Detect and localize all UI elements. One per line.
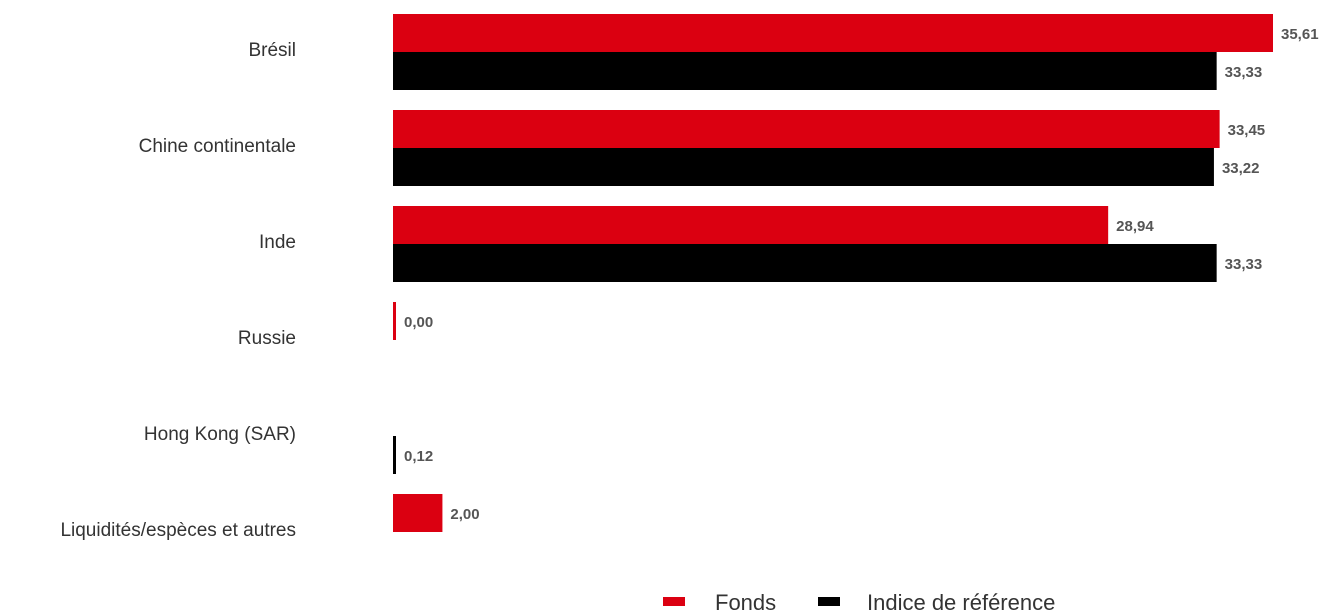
data-label: 0,00 [404, 314, 433, 331]
bar-fonds [393, 14, 1273, 52]
category-label: Inde [259, 232, 296, 253]
legend-label-fonds: Fonds [715, 590, 776, 611]
data-label: 35,61 [1281, 26, 1319, 43]
legend-label-indice: Indice de référence [867, 590, 1055, 611]
legend-swatch-fonds [663, 597, 685, 606]
data-label: 33,33 [1225, 64, 1263, 81]
bar-fonds [393, 302, 396, 340]
bar-indice [393, 244, 1217, 282]
bar-fonds [393, 110, 1220, 148]
data-label: 0,12 [404, 448, 433, 465]
category-label: Liquidités/espèces et autres [60, 520, 296, 541]
legend-swatch-indice [818, 597, 840, 606]
bar-indice [393, 52, 1217, 90]
value-labels: 35,61 33,33 33,45 33,22 28,94 33,33 0,00 0,12 2,… [404, 26, 1319, 523]
bar-fonds [393, 494, 443, 532]
data-label: 33,22 [1222, 160, 1260, 177]
bars [393, 14, 1273, 532]
category-label: Russie [238, 328, 296, 349]
data-label: 2,00 [450, 506, 479, 523]
category-label: Hong Kong (SAR) [144, 424, 296, 445]
bar-indice [393, 148, 1214, 186]
bar-indice [393, 436, 396, 474]
data-label: 28,94 [1116, 218, 1154, 235]
data-label: 33,33 [1225, 256, 1263, 273]
legend: Fonds Indice de référence [663, 590, 1055, 611]
bar-fonds [393, 206, 1109, 244]
category-labels: Brésil Chine continentale Inde Russie Hong K… [60, 40, 296, 541]
category-label: Chine continentale [139, 136, 296, 157]
data-label: 33,45 [1228, 122, 1266, 139]
category-label: Brésil [248, 40, 296, 61]
